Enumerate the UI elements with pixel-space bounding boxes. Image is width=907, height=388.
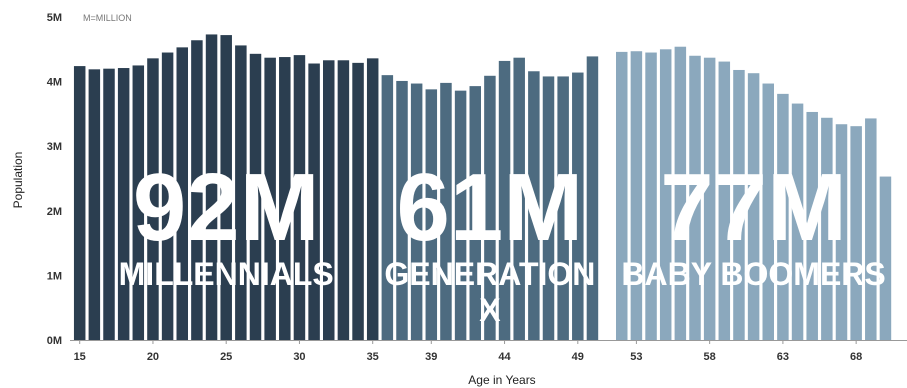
bar (396, 80, 408, 340)
bar (366, 58, 379, 341)
bar (528, 71, 540, 340)
bar (337, 60, 350, 340)
bar (821, 117, 833, 340)
bar (630, 51, 643, 340)
bar (425, 89, 438, 341)
bar (762, 83, 774, 341)
y-tick-label: 4M (47, 77, 62, 89)
bar (161, 52, 174, 340)
bar (279, 57, 291, 340)
y-tick-label: 0M (47, 335, 62, 347)
x-tick-label: 35 (367, 351, 379, 363)
bar (513, 57, 525, 340)
bar (249, 53, 262, 341)
bar (703, 57, 716, 340)
group-total-label: 92M (133, 154, 320, 261)
y-tick-label: 3M (47, 141, 62, 153)
bar (454, 90, 467, 340)
group-total-label: 77M (660, 154, 847, 261)
bar (674, 46, 687, 340)
y-tick-label: 2M (47, 206, 62, 218)
x-tick-label: 68 (850, 351, 862, 363)
bar (205, 34, 218, 340)
y-tick-label: 5M (47, 12, 62, 24)
y-axis-title: Population (11, 152, 25, 209)
bar (806, 111, 818, 340)
x-tick-label: 44 (498, 351, 511, 363)
group-name-label: BABY BOOMERS (621, 256, 885, 292)
bar (410, 83, 423, 341)
bar (791, 103, 804, 341)
x-tick-label: 63 (777, 351, 789, 363)
bar (616, 51, 628, 340)
group-name-label: MILLENNIALS (119, 256, 334, 292)
x-axis-ticks: 15 20 25 30 35 39 44 49 53 58 63 68 (74, 340, 862, 363)
bar (586, 56, 599, 340)
bars (73, 34, 892, 341)
bar (865, 118, 877, 340)
units-note: M=MILLION (83, 13, 132, 23)
x-tick-label: 53 (630, 351, 642, 363)
bar (440, 82, 452, 340)
bar (323, 60, 335, 340)
bar (498, 60, 511, 340)
bar (132, 65, 145, 340)
y-tick-label: 1M (47, 270, 62, 282)
y-axis-ticks: 0M 1M 2M 3M 4M 5M (47, 12, 62, 347)
bar (117, 68, 130, 340)
bar (308, 63, 320, 341)
bar (381, 75, 394, 340)
x-tick-label: 30 (293, 351, 305, 363)
x-tick-label: 49 (572, 351, 584, 363)
bar (659, 49, 672, 341)
bar (293, 55, 306, 340)
bar (88, 69, 101, 341)
bar (191, 40, 203, 340)
bar (733, 69, 745, 341)
group-total-label: 61M (397, 154, 584, 261)
group-name-label: GENERATION X (384, 256, 595, 328)
bar (235, 45, 247, 340)
x-tick-label: 20 (147, 351, 159, 363)
bar (469, 86, 481, 340)
bar (352, 62, 364, 341)
bar (850, 126, 862, 340)
bar (747, 73, 760, 341)
bar (484, 75, 496, 340)
bar (542, 76, 555, 340)
bar (572, 72, 584, 340)
bar (147, 58, 159, 341)
bar (879, 176, 892, 340)
bar (73, 66, 86, 340)
x-tick-label: 39 (425, 351, 437, 363)
bar (645, 52, 657, 340)
bar (689, 55, 701, 340)
bar (176, 47, 188, 340)
bar (718, 61, 731, 340)
x-tick-label: 58 (704, 351, 716, 363)
bar (103, 68, 115, 341)
x-tick-label: 25 (220, 351, 232, 363)
bar (777, 93, 789, 341)
x-tick-label: 15 (74, 351, 86, 363)
bar (264, 57, 276, 340)
bar (835, 124, 848, 341)
bar (220, 35, 232, 340)
x-axis-title: Age in Years (468, 373, 535, 387)
bar (557, 76, 569, 340)
